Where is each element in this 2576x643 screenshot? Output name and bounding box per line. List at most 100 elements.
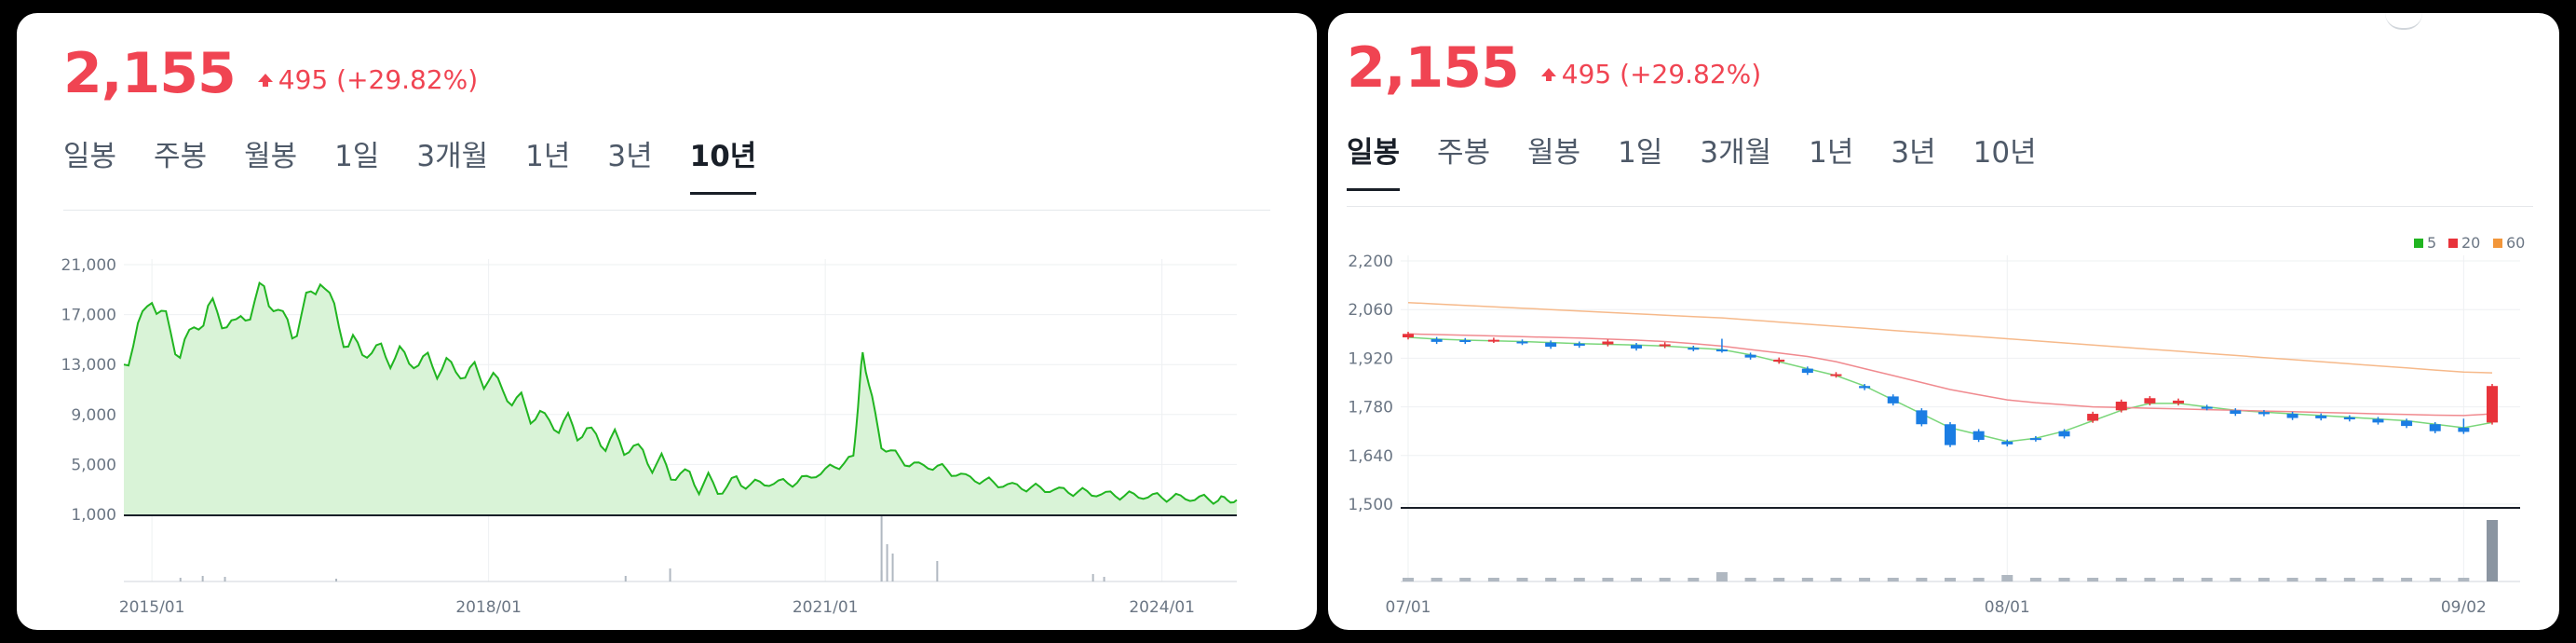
moving-average-60	[1407, 301, 2493, 374]
legend-label-5: 5	[2427, 234, 2436, 252]
tab-3month[interactable]: 3개월	[416, 140, 489, 173]
candle-body	[1715, 349, 1728, 352]
candle-body	[2144, 398, 2156, 404]
volume-bar	[1631, 578, 1643, 581]
candle	[2315, 413, 2327, 421]
candle	[1916, 408, 1928, 427]
y-tick-label: 9,000	[71, 406, 116, 425]
tab-monthly[interactable]: 월봉	[1527, 136, 1581, 170]
candle	[2001, 439, 2013, 447]
candle-body	[1945, 424, 1956, 445]
tab-1year[interactable]: 1년	[1809, 136, 1854, 170]
tab-monthly[interactable]: 월봉	[244, 140, 298, 173]
volume-bar	[936, 561, 939, 581]
candle-body	[1887, 396, 1899, 404]
volume-bar	[624, 576, 627, 581]
price-line	[123, 280, 1238, 505]
candle-body	[2115, 402, 2127, 411]
candle	[2429, 422, 2441, 433]
candle	[1688, 345, 1700, 351]
volume-bar	[1659, 578, 1671, 581]
volume-bar	[2029, 578, 2041, 581]
candle	[2144, 396, 2156, 406]
candle	[1887, 394, 1899, 406]
legend-swatch-20	[2448, 239, 2458, 248]
volume-bar	[2144, 578, 2156, 581]
candle-body	[1516, 341, 1528, 344]
tab-1day[interactable]: 1일	[334, 140, 380, 173]
candle-body	[1573, 343, 1585, 346]
candle	[1801, 366, 1813, 376]
candle	[1773, 357, 1785, 364]
volume-bar	[891, 554, 894, 581]
volume-bar	[2286, 578, 2298, 581]
volume-bar	[2173, 578, 2185, 581]
x-tick-label: 09/02	[2441, 598, 2487, 617]
volume-bar	[1916, 578, 1928, 581]
tabs-divider	[1347, 206, 2533, 207]
moving-average-20	[1407, 333, 2493, 417]
candle	[1659, 342, 1671, 349]
candlestick-chart[interactable]: 2,200 2,060 1,920 1,780 1,640 1,500 07/01 08/01…	[1328, 13, 2559, 630]
candle-body	[2058, 431, 2070, 437]
candle	[2173, 398, 2185, 406]
candle	[1744, 352, 1756, 360]
candle	[2343, 415, 2355, 422]
tab-3year[interactable]: 3년	[607, 140, 653, 173]
price-change-value: 495 (+29.82%)	[278, 63, 479, 95]
candle-body	[2487, 386, 2498, 423]
candle	[2401, 418, 2413, 429]
tab-1year[interactable]: 1년	[525, 140, 571, 173]
price-change: 495 (+29.82%)	[257, 63, 479, 95]
y-tick-label: 1,780	[1348, 399, 1393, 417]
candle	[2029, 435, 2041, 442]
tab-weekly[interactable]: 주봉	[154, 140, 208, 173]
volume-bar	[2001, 575, 2013, 581]
candle	[1430, 336, 1443, 345]
volume-bar	[224, 577, 226, 581]
tab-10year[interactable]: 10년	[1973, 136, 2037, 170]
volume-bar	[2230, 578, 2242, 581]
tab-weekly[interactable]: 주봉	[1437, 136, 1491, 170]
tab-daily[interactable]: 일봉	[1347, 129, 1401, 191]
candle-body	[2343, 417, 2355, 420]
tab-1day[interactable]: 1일	[1618, 136, 1663, 170]
candle	[1859, 383, 1871, 390]
volume-bar	[1487, 578, 1499, 581]
legend-label-60: 60	[2506, 234, 2525, 252]
period-tabs: 일봉 주봉 월봉 1일 3개월 1년 3년 10년	[63, 132, 793, 195]
candle-body	[2087, 414, 2099, 421]
volume-bar	[2257, 578, 2270, 581]
volume-bar	[1516, 578, 1528, 581]
y-tick-label: 2,200	[1348, 253, 1393, 271]
candle-body	[2429, 424, 2441, 431]
volume-bar	[2487, 520, 2498, 581]
tab-3year[interactable]: 3년	[1891, 136, 1936, 170]
price-header: 2,155 495 (+29.82%)	[63, 41, 478, 106]
x-tick-label: 2024/01	[1129, 598, 1195, 617]
tab-daily[interactable]: 일봉	[63, 140, 117, 173]
volume-bar	[1091, 574, 1094, 581]
volume-bar	[2401, 578, 2413, 581]
price-area-chart[interactable]: 21,000 17,000 13,000 9,000 5,000 1,000 2015/01…	[17, 13, 1317, 630]
y-tick-label: 17,000	[61, 307, 116, 325]
price-header: 2,155 495 (+29.82%)	[1347, 35, 1761, 101]
candle-body	[1659, 344, 1671, 347]
volume-bar	[1744, 578, 1756, 581]
y-tick-label: 1,640	[1348, 447, 1393, 466]
price-change: 495 (+29.82%)	[1540, 59, 1761, 89]
volume-bar	[201, 576, 204, 581]
candle-body	[2286, 414, 2298, 418]
x-tick-label: 2015/01	[119, 598, 185, 617]
legend-swatch-5	[2414, 239, 2423, 248]
candle	[1403, 332, 1414, 340]
candle	[2372, 417, 2384, 425]
candle-body	[2001, 441, 2013, 445]
volume-bar	[1801, 578, 1813, 581]
tab-3month[interactable]: 3개월	[1700, 136, 1772, 170]
volume-bar	[1573, 578, 1585, 581]
tab-10year[interactable]: 10년	[689, 132, 756, 195]
candle	[2458, 418, 2470, 434]
volume-bar	[2115, 578, 2127, 581]
current-price: 2,155	[1347, 35, 1520, 101]
